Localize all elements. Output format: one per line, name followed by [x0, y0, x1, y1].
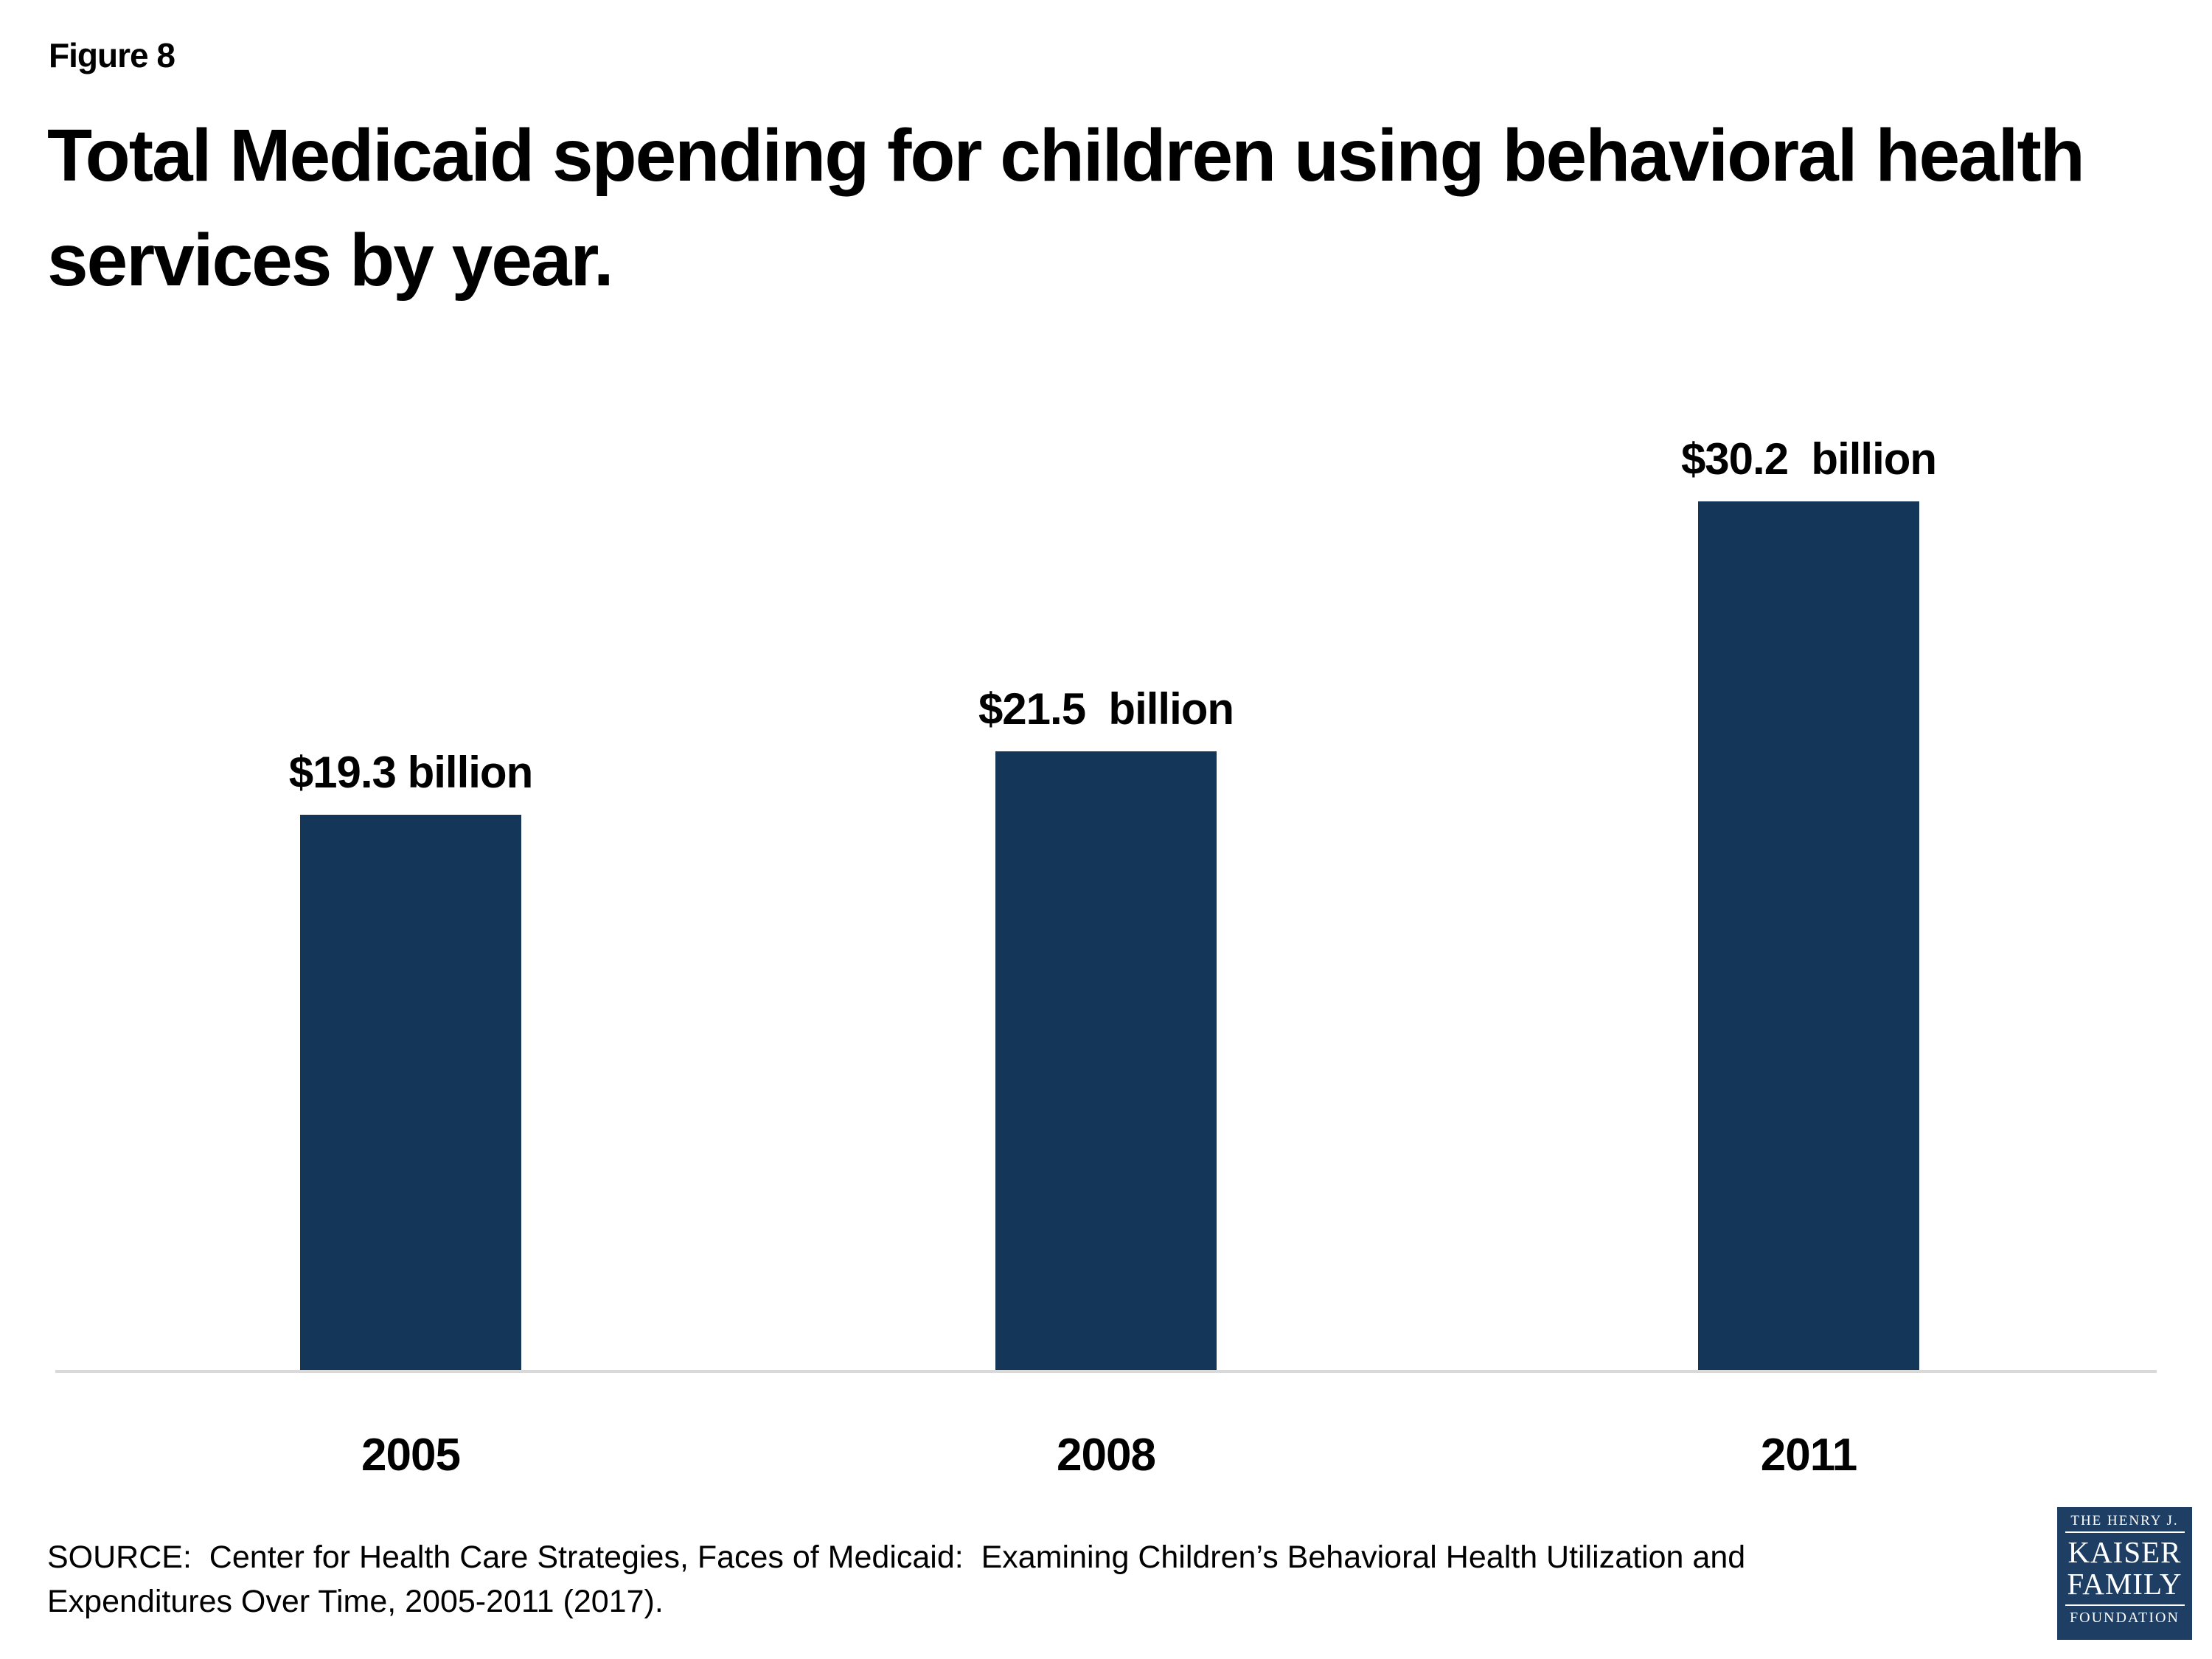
x-axis-tick-label-2008: 2008: [1057, 1430, 1156, 1481]
logo-text-foundation: FOUNDATION: [2070, 1610, 2180, 1626]
x-axis-tick-label-2011: 2011: [1760, 1430, 1858, 1481]
logo-text-kaiser: KAISER: [2067, 1535, 2182, 1569]
chart-title: Total Medicaid spending for children usi…: [47, 114, 2085, 302]
bar-value-label-2005: $19.3 billion: [288, 748, 533, 797]
figure-label: Figure 8: [49, 36, 175, 74]
source-note: SOURCE: Center for Health Care Strategie…: [47, 1540, 1746, 1619]
logo-divider-bottom: [2065, 1604, 2185, 1606]
logo-text-the-henry-j: THE HENRY J.: [2070, 1513, 2179, 1528]
x-axis-tick-label-2005: 2005: [361, 1430, 461, 1481]
bar-2005: [300, 815, 521, 1370]
bar-value-label-2008: $21.5 billion: [978, 684, 1234, 734]
x-axis-line: [55, 1370, 2157, 1373]
bar-value-label-2011: $30.2 billion: [1680, 434, 1937, 484]
kff-logo: THE HENRY J. KAISER FAMILY FOUNDATION: [2057, 1507, 2192, 1640]
logo-divider-top: [2065, 1531, 2185, 1533]
bar-2011: [1698, 501, 1919, 1370]
logo-text-family: FAMILY: [2067, 1567, 2183, 1601]
bar-2008: [995, 751, 1217, 1370]
